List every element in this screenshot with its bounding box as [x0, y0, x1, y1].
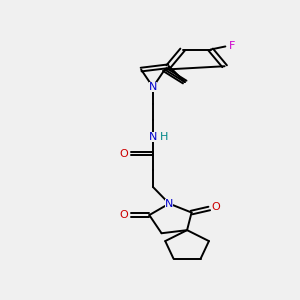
- Text: N: N: [149, 132, 158, 142]
- Text: F: F: [229, 41, 235, 52]
- Text: H: H: [160, 132, 168, 142]
- Text: O: O: [119, 210, 128, 220]
- Text: N: N: [165, 199, 173, 208]
- Text: O: O: [119, 149, 128, 159]
- Text: O: O: [211, 202, 220, 212]
- Text: N: N: [149, 82, 157, 92]
